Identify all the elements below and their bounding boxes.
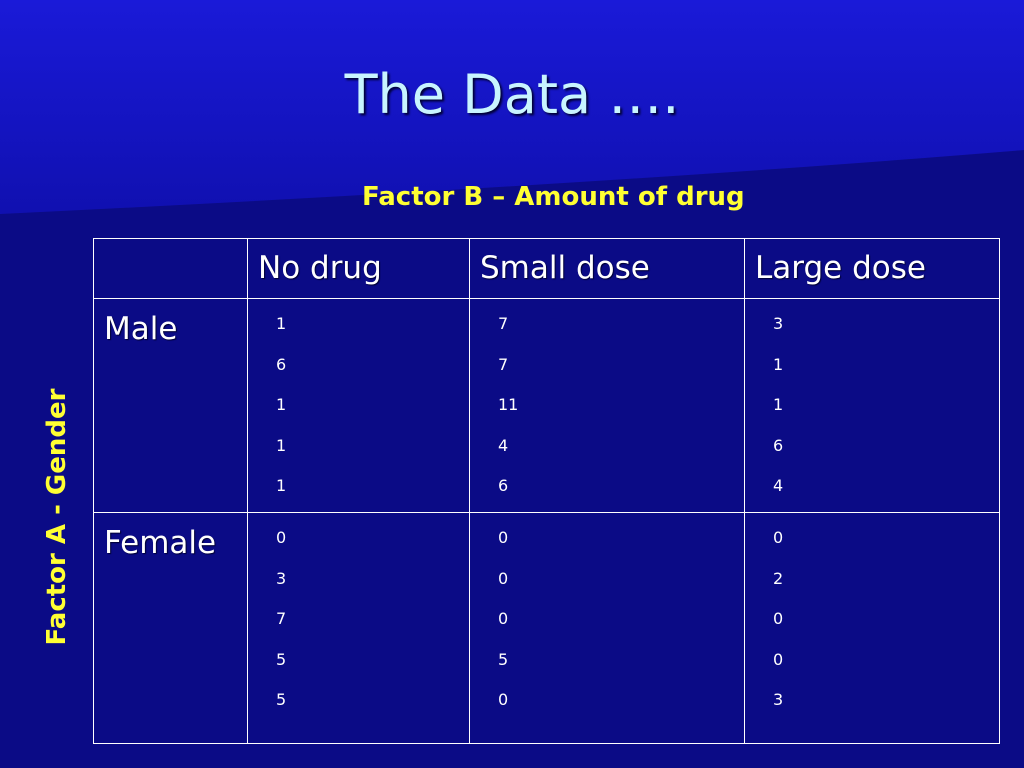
table-value: 0 [773, 649, 784, 669]
table-value: 3 [773, 314, 784, 333]
row-label-male: Male [93, 298, 248, 513]
table-value: 4 [773, 476, 784, 495]
table-value: 6 [276, 354, 287, 374]
table-value: 7 [498, 354, 509, 374]
table-value: 5 [276, 649, 287, 669]
table-value: 1 [773, 354, 784, 374]
table-value: 0 [276, 528, 287, 547]
table-corner-cell [93, 238, 248, 299]
factor-b-label: Factor B – Amount of drug [362, 182, 745, 212]
table-value: 1 [276, 395, 287, 414]
table-value: 5 [498, 649, 509, 669]
cell-male-small-dose: 7 7 11 4 6 [469, 298, 745, 513]
table-value: 7 [276, 609, 287, 628]
slide-title: The Data …. [344, 63, 680, 126]
table-value: 0 [773, 609, 784, 628]
cell-female-small-dose: 0 0 0 5 0 [469, 512, 745, 744]
row-label-female: Female [93, 512, 248, 744]
cell-female-no-drug: 0 3 7 5 5 [247, 512, 470, 744]
table-value: 2 [773, 568, 784, 588]
cell-male-large-dose: 3 1 1 6 4 [744, 298, 1000, 513]
table-value: 4 [498, 435, 509, 455]
table-row-female: Female 0 3 7 5 5 0 0 0 5 0 0 2 0 [93, 512, 1000, 744]
table-value: 6 [498, 476, 509, 495]
table-value: 3 [773, 690, 784, 709]
table-row-male: Male 1 6 1 1 1 7 7 11 4 6 3 1 1 [93, 298, 1000, 513]
table-value: 1 [276, 435, 287, 455]
table-value: 7 [498, 314, 509, 333]
table-value: 1 [276, 314, 287, 333]
table-value: 6 [773, 435, 784, 455]
cell-male-no-drug: 1 6 1 1 1 [247, 298, 470, 513]
column-header-small-dose: Small dose [469, 238, 745, 299]
column-header-large-dose: Large dose [744, 238, 1000, 299]
table-value: 5 [276, 690, 287, 709]
table-header-row: No drug Small dose Large dose [93, 238, 1000, 299]
table-value: 0 [773, 528, 784, 547]
cell-female-large-dose: 0 2 0 0 3 [744, 512, 1000, 744]
table-value: 0 [498, 528, 509, 547]
column-header-no-drug: No drug [247, 238, 470, 299]
table-value: 11 [498, 395, 519, 414]
table-value: 1 [276, 476, 287, 495]
table-value: 0 [498, 690, 509, 709]
table-value: 3 [276, 568, 287, 588]
factor-a-label: Factor A - Gender [42, 388, 72, 646]
data-table: No drug Small dose Large dose Male 1 6 1… [93, 238, 1000, 744]
table-value: 0 [498, 568, 509, 588]
table-value: 0 [498, 609, 509, 628]
table-value: 1 [773, 395, 784, 414]
